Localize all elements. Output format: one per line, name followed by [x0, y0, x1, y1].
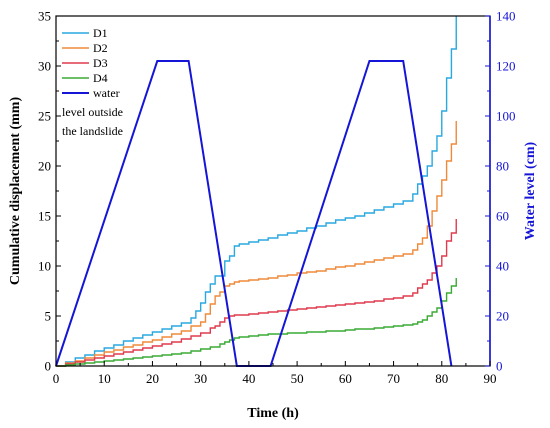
- y-tick-label: 25: [38, 109, 51, 124]
- bottom-axis: 0 10 20 30 40 50 60 70 80 90: [53, 361, 497, 386]
- y2-tick-label: 0: [496, 359, 503, 374]
- x-tick-label: 10: [98, 371, 111, 386]
- y-tick-label: 30: [38, 59, 51, 74]
- x-tick-label: 60: [339, 371, 352, 386]
- legend-label-3: D3: [93, 56, 108, 70]
- legend-label-5: water level outside the landslide: [62, 86, 123, 138]
- y-tick-label: 20: [38, 159, 51, 174]
- x-tick-label: 0: [53, 371, 60, 386]
- legend-label-4: D4: [93, 71, 108, 85]
- series-line-1: [56, 16, 457, 367]
- series-line-2: [56, 121, 457, 367]
- left-axis: 0 5 10 15 20 25 30 35: [38, 9, 61, 374]
- y-tick-label: 35: [38, 9, 51, 24]
- x-tick-label: 70: [387, 371, 400, 386]
- y2-axis-title: Water level (cm): [523, 141, 538, 240]
- y-axis-title: Cumulative displacement (mm): [8, 97, 23, 286]
- x-tick-label: 30: [194, 371, 207, 386]
- y2-tick-label: 80: [496, 159, 509, 174]
- x-tick-label: 80: [435, 371, 448, 386]
- legend-label-2: D2: [93, 41, 108, 55]
- y2-tick-label: 60: [496, 209, 509, 224]
- y2-tick-label: 100: [496, 109, 516, 124]
- y-tick-label: 5: [45, 309, 52, 324]
- y-tick-label: 0: [45, 359, 52, 374]
- y-tick-label: 10: [38, 259, 51, 274]
- plot-lines: [55, 16, 457, 367]
- series-line-3: [56, 219, 457, 367]
- x-tick-label: 40: [242, 371, 255, 386]
- y2-tick-label: 40: [496, 259, 509, 274]
- x-tick-label: 20: [146, 371, 159, 386]
- x-axis-title: Time (h): [247, 406, 299, 421]
- y2-tick-label: 140: [496, 9, 516, 24]
- series-line-4: [56, 278, 457, 367]
- x-tick-label: 90: [484, 371, 497, 386]
- right-axis: 0 20 40 60 80 100 120 140: [485, 9, 516, 374]
- y-tick-label: 15: [38, 209, 51, 224]
- plot-frame: [55, 15, 491, 367]
- y2-tick-label: 20: [496, 309, 509, 324]
- y2-tick-label: 120: [496, 59, 516, 74]
- legend-label-1: D1: [93, 26, 108, 40]
- x-tick-label: 50: [291, 371, 304, 386]
